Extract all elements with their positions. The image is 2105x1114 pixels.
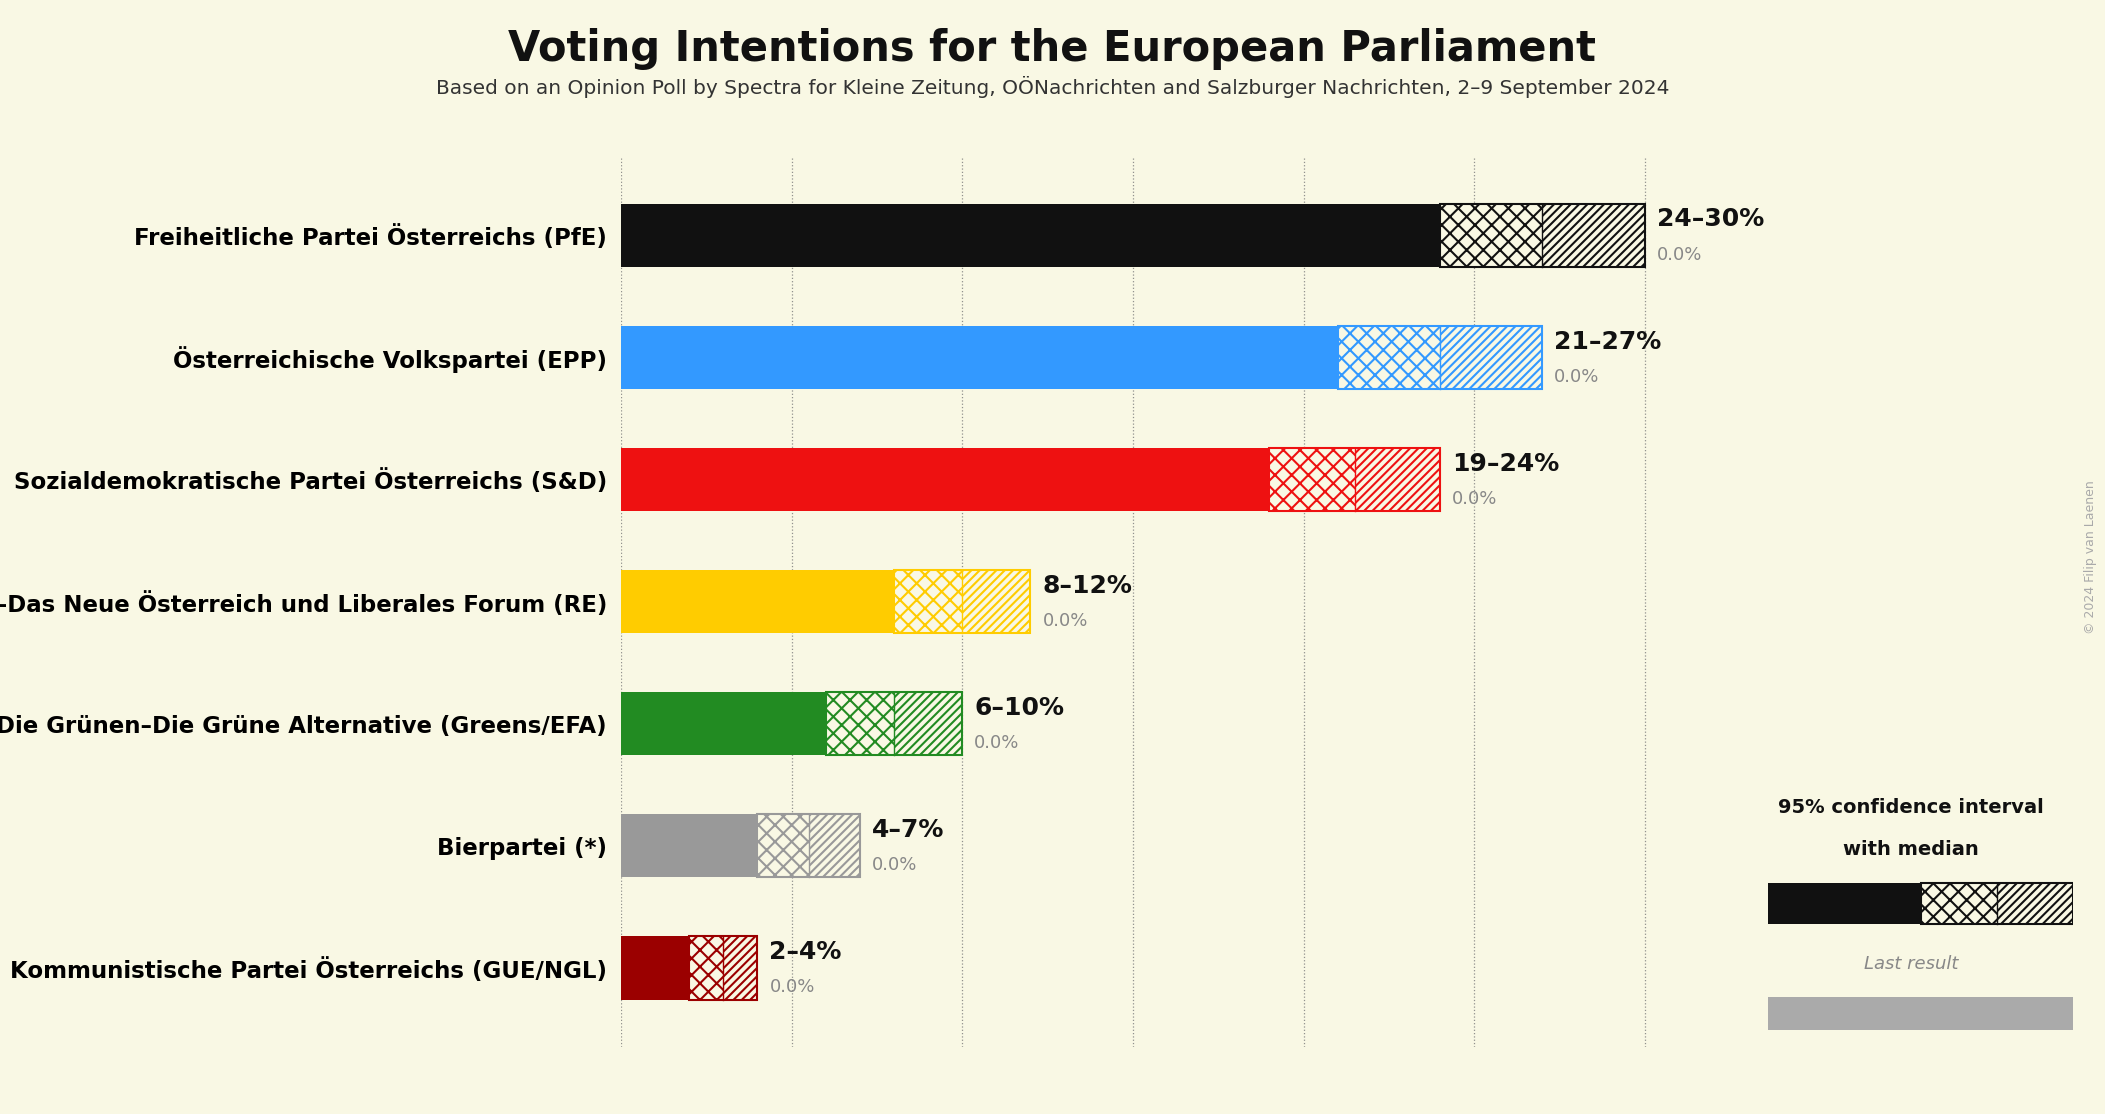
Text: with median: with median: [1844, 840, 1979, 860]
Bar: [621, 692, 825, 755]
Bar: [1337, 325, 1440, 389]
Bar: [825, 692, 895, 755]
Bar: [621, 448, 1269, 511]
Bar: [1440, 325, 1543, 389]
Text: 19–24%: 19–24%: [1452, 451, 1560, 476]
Bar: [758, 814, 859, 878]
Bar: [621, 570, 895, 633]
Text: 24–30%: 24–30%: [1657, 207, 1764, 232]
Bar: [758, 814, 808, 878]
Bar: [1543, 204, 1644, 267]
Text: © 2024 Filip van Laenen: © 2024 Filip van Laenen: [2084, 480, 2097, 634]
Text: 95% confidence interval: 95% confidence interval: [1779, 798, 2044, 818]
Bar: [724, 936, 758, 999]
Bar: [1998, 883, 2073, 924]
Bar: [1269, 448, 1440, 511]
Text: 0.0%: 0.0%: [1553, 368, 1600, 385]
Bar: [1440, 204, 1543, 267]
Text: 21–27%: 21–27%: [1553, 330, 1661, 353]
Text: 2–4%: 2–4%: [770, 940, 842, 964]
Bar: [1356, 448, 1440, 511]
Text: 0.0%: 0.0%: [770, 978, 815, 996]
Bar: [962, 570, 1031, 633]
Text: Last result: Last result: [1865, 955, 1958, 973]
Bar: [1920, 883, 1998, 924]
Text: 0.0%: 0.0%: [1657, 246, 1703, 264]
Bar: [688, 936, 724, 999]
Bar: [621, 936, 688, 999]
Bar: [621, 814, 758, 878]
Text: 0.0%: 0.0%: [1042, 612, 1088, 631]
Bar: [1768, 883, 1920, 924]
Bar: [895, 570, 962, 633]
Bar: [621, 204, 1440, 267]
Bar: [1269, 448, 1356, 511]
Bar: [621, 325, 1337, 389]
Bar: [1920, 883, 2073, 924]
Bar: [688, 936, 758, 999]
Bar: [1768, 997, 2073, 1030]
Text: Based on an Opinion Poll by Spectra for Kleine Zeitung, OÖNachrichten and Salzbu: Based on an Opinion Poll by Spectra for …: [436, 76, 1669, 98]
Text: 6–10%: 6–10%: [975, 696, 1065, 720]
Bar: [1337, 325, 1543, 389]
Text: 0.0%: 0.0%: [1452, 490, 1497, 508]
Bar: [825, 692, 962, 755]
Text: 8–12%: 8–12%: [1042, 574, 1132, 598]
Text: 0.0%: 0.0%: [871, 857, 918, 874]
Bar: [895, 570, 1031, 633]
Text: 0.0%: 0.0%: [975, 734, 1019, 752]
Bar: [895, 692, 962, 755]
Text: Voting Intentions for the European Parliament: Voting Intentions for the European Parli…: [509, 28, 1596, 70]
Text: 4–7%: 4–7%: [871, 818, 945, 842]
Bar: [1440, 204, 1644, 267]
Bar: [808, 814, 859, 878]
